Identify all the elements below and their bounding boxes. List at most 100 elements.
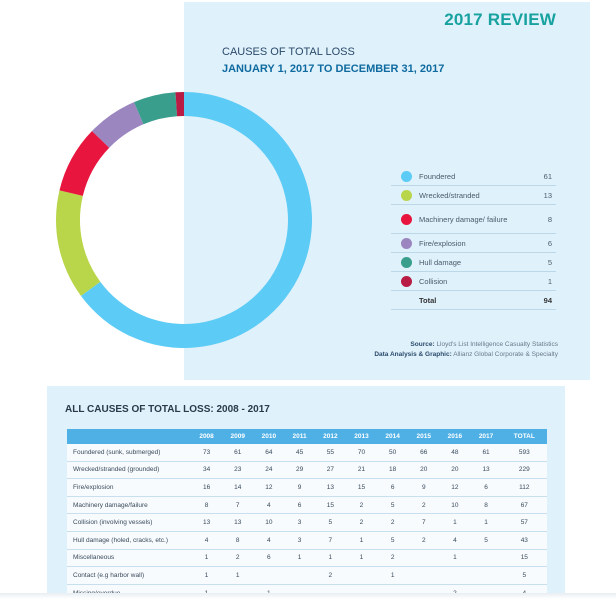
donut-slice-hull-damage [134,92,178,125]
table-header-2009: 2009 [222,429,254,444]
table-cell: 1 [470,513,502,532]
bottom-edge [0,593,616,599]
table-cell [439,566,471,585]
table-row: Foundered (sunk, submerged) 73 61 64 45 55 70 5… [67,444,547,462]
table-header-row: 2008 2009 2010 2011 2012 2013 2014 2015 2016 2017… [67,429,547,444]
table-cell [345,566,378,585]
table-row: Hull damage (holed, cracks, etc.) 4 8 4 3 7 1 5… [67,531,547,550]
table-cell: 66 [408,444,440,462]
table-cell: 2 [345,496,378,515]
table-cell: 61 [470,444,502,462]
table-cell: 55 [314,444,346,462]
row-label: Foundered (sunk, submerged) [67,444,191,462]
donut-slice-collision [175,92,184,117]
table-cell: 2 [345,513,378,532]
causes-table: 2008 2009 2010 2011 2012 2013 2014 2015 2016 2017… [67,429,547,599]
legend-value: 5 [547,257,552,267]
donut-slice-fire-explosion [91,102,144,148]
legend-swatch [401,189,412,201]
chart-legend: Foundered 61 Wrecked/stranded 13 Machine… [391,167,556,310]
table-cell: 10 [253,513,285,532]
row-label: Miscellaneous [67,549,191,568]
table-cell: 5 [470,531,502,550]
table-cell: 13 [470,461,502,480]
table-cell: 13 [191,513,223,532]
table-header-2016: 2016 [439,429,471,444]
table-cell: 9 [408,478,440,497]
table-header-2012: 2012 [314,429,346,444]
legend-value: 6 [547,238,552,248]
donut-chart [55,92,312,348]
row-total: 43 [501,531,547,550]
row-total: 15 [501,549,547,568]
table-cell: 5 [377,531,409,550]
table-cell: 50 [377,444,409,462]
table-cell: 3 [284,513,315,532]
legend-value: 61 [543,171,552,181]
table-header-blank [67,429,191,444]
legend-label: Machinery damage/ failure [419,214,508,224]
table-cell: 1 [284,549,315,568]
legend-swatch [401,256,412,268]
table-cell: 48 [439,444,471,462]
legend-value: 13 [543,190,552,200]
legend-value: 8 [547,214,552,224]
table-header-2015: 2015 [408,429,440,444]
table-cell: 21 [345,461,378,480]
row-label: Hull damage (holed, cracks, etc.) [67,531,191,550]
table-cell [253,566,285,585]
legend-label: Collision [419,276,448,286]
table-cell: 20 [439,461,471,480]
table-cell: 1 [314,549,346,568]
row-total: 593 [501,444,547,462]
source-note: Source: Lloyd's List Intelligence Casual… [374,340,558,360]
table-cell: 4 [253,496,285,515]
table-cell: 1 [222,566,254,585]
chart-date-range: JANUARY 1, 2017 TO DECEMBER 31, 2017 [222,63,445,75]
table-cell: 1 [191,549,223,568]
table-header-2008: 2008 [191,429,223,444]
table-cell [408,549,440,568]
row-label: Machinery damage/failure [67,496,191,515]
donut-slice-machinery-damage-failure [59,131,110,196]
analysis-text: Allianz Global Corporate & Specialty [453,351,558,358]
table-cell: 27 [314,461,346,480]
table-cell: 2 [314,566,346,585]
chart-title: CAUSES OF TOTAL LOSS [222,46,355,58]
table-cell: 7 [408,513,440,532]
table-cell: 8 [222,531,254,550]
table-header-2010: 2010 [253,429,285,444]
table-cell: 1 [191,566,223,585]
legend-swatch [401,237,412,249]
table-cell [284,566,315,585]
all-causes-panel: ALL CAUSES OF TOTAL LOSS: 2008 - 2017 20… [47,386,565,599]
table-cell: 6 [253,549,285,568]
legend-total: Total 94 [391,291,556,310]
source-text: Lloyd's List Intelligence Casualty Stati… [436,341,558,348]
table-cell: 9 [284,478,315,497]
table-cell: 10 [439,496,471,515]
table-header-2011: 2011 [284,429,315,444]
row-label: Wrecked/stranded (grounded) [67,461,191,480]
table-cell: 23 [222,461,254,480]
table-cell: 64 [253,444,285,462]
legend-item-machinery: Machinery damage/ failure 8 [391,205,556,234]
table-cell: 1 [345,549,378,568]
table-cell: 1 [439,549,471,568]
analysis-label: Data Analysis & Graphic: [374,351,452,358]
table-cell: 2 [377,513,409,532]
legend-label: Wrecked/stranded [419,190,480,200]
legend-item-hull: Hull damage 5 [391,253,556,272]
table-cell: 2 [408,496,440,515]
table-cell: 8 [470,496,502,515]
table-cell: 20 [408,461,440,480]
legend-item-collision: Collision 1 [391,272,556,291]
table-row: Machinery damage/failure 8 7 4 6 15 2 5 2 10 8 67 [67,496,547,515]
table-cell: 4 [439,531,471,550]
table-cell: 4 [191,531,223,550]
table-cell: 2 [222,549,254,568]
legend-item-wrecked: Wrecked/stranded 13 [391,186,556,205]
table-cell: 1 [377,566,409,585]
legend-total-label: Total [419,295,437,305]
table-header-2017: 2017 [470,429,502,444]
